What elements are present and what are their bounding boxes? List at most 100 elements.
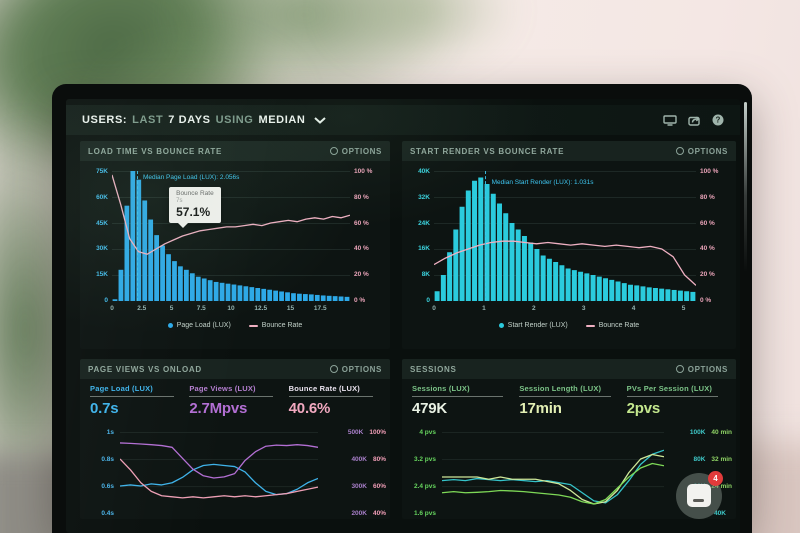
tick-label: 100K (689, 429, 706, 436)
legend-label: Start Render (LUX) (507, 322, 568, 329)
options-button[interactable]: OPTIONS (675, 147, 728, 156)
options-label: OPTIONS (341, 146, 382, 156)
chat-bubble-icon (687, 484, 711, 507)
panel-header: SESSIONS OPTIONS (402, 359, 736, 379)
options-button[interactable]: OPTIONS (329, 364, 382, 374)
tick-label: 0 (104, 296, 108, 304)
tick-label: 40 % (700, 245, 715, 253)
title-segment: 7 DAYS (168, 114, 211, 126)
tick-label: 0 (432, 305, 436, 312)
tick-label: 3.2 pvs (413, 456, 436, 463)
tick-label: 24K (418, 219, 430, 227)
tick-label: 2 (532, 305, 536, 312)
tick-row: 400K 80% (322, 456, 386, 463)
tick-label: 24 min (711, 483, 732, 490)
tick-label: 0.8s (101, 456, 114, 463)
tick-label: 500K (347, 429, 364, 436)
tick-row: 40K (668, 510, 732, 517)
tick-label: 16K (418, 245, 430, 253)
options-button[interactable]: OPTIONS (329, 146, 382, 156)
bezel-reflection (744, 102, 747, 272)
chat-widget-button[interactable]: 4 (676, 471, 723, 519)
legend-label: Bounce Rate (261, 322, 303, 329)
metric-pvs-per-session[interactable]: PVs Per Session (LUX) 2pvs (626, 384, 726, 422)
tick-label: 60 % (700, 219, 715, 227)
metric-page-load[interactable]: Page Load (LUX) 0.7s (90, 384, 181, 422)
legend-item[interactable]: Start Render (LUX) (498, 322, 568, 329)
y-axis-right: 500K 100% 400K 80% 300K 60% (322, 429, 386, 517)
metric-value: 17min (519, 400, 562, 417)
share-icon[interactable] (688, 115, 701, 126)
y-axis-left: 1s 0.8s 0.6s 0.4s (86, 429, 114, 517)
series-line-swatch (585, 324, 595, 327)
tick-row: 500K 100% (322, 429, 386, 436)
tick-label: 30K (96, 245, 108, 253)
metric-label: Page Load (LUX) (90, 384, 154, 393)
options-button[interactable]: OPTIONS (675, 364, 728, 374)
y-axis-left: 75K 60K 45K 30K 15K 0 (84, 168, 108, 304)
tick-label: 3 (581, 305, 586, 312)
gear-icon (675, 365, 684, 373)
load-time-histogram[interactable]: Median Page Load (LUX): 2.056s Bounce Ra… (112, 171, 350, 301)
tick-label: 0 (426, 296, 430, 304)
metrics-row: Page Load (LUX) 0.7s Page Views (LUX) 2.… (80, 379, 390, 422)
metric-label: Page Views (LUX) (189, 384, 256, 393)
tick-label: 32 min (711, 456, 732, 463)
tick-label: 40K (714, 510, 726, 517)
tick-label: 200K (351, 510, 367, 517)
legend-item[interactable]: Page Load (LUX) (167, 322, 231, 329)
tick-label: 40 min (711, 429, 732, 436)
metric-value: 2pvs (626, 400, 661, 417)
metric-value: 479K (412, 400, 448, 417)
metric-label: PVs Per Session (LUX) (626, 384, 713, 393)
timeframe-selector[interactable]: USERS: LAST 7 DAYS USING MEDIAN (82, 114, 327, 126)
start-render-histogram[interactable]: Median Start Render (LUX): 1.031s (434, 171, 696, 301)
metric-underline (412, 396, 504, 397)
metric-label: Bounce Rate (LUX) (288, 384, 360, 393)
help-icon[interactable]: ? (712, 114, 724, 126)
tick-label: 100% (369, 429, 386, 436)
metric-sessions[interactable]: Sessions (LUX) 479K (412, 384, 511, 422)
y-axis-right: 100 % 80 % 60 % 40 % 20 % 0 % (354, 168, 388, 304)
panel-title: LOAD TIME VS BOUNCE RATE (88, 146, 222, 156)
legend-item[interactable]: Bounce Rate (585, 322, 640, 329)
gear-icon (329, 365, 338, 373)
title-segment: LAST (132, 114, 164, 126)
title-segment: USING (215, 114, 254, 126)
median-line (485, 171, 487, 301)
options-label: OPTIONS (341, 364, 382, 374)
series-dot-swatch (167, 323, 173, 328)
mini-chart: 1s 0.8s 0.6s 0.4s 500K (80, 427, 390, 519)
metric-label: Sessions (LUX) (412, 384, 470, 393)
top-bar: USERS: LAST 7 DAYS USING MEDIAN (66, 105, 740, 135)
metric-underline (90, 396, 175, 397)
tick-label: 0 % (700, 296, 712, 304)
chart-body: 40K 32K 24K 16K 8K 0 Median Start Render… (402, 161, 736, 349)
tick-label: 20 % (354, 271, 369, 279)
legend-label: Bounce Rate (598, 322, 640, 329)
tick-label: 10 (227, 305, 235, 312)
display-icon[interactable] (663, 114, 677, 126)
panel-load-time-vs-bounce-rate: LOAD TIME VS BOUNCE RATE OPTIONS 75K 60K… (80, 141, 390, 349)
tick-label: 40% (372, 510, 386, 517)
tick-label: 15K (96, 271, 108, 279)
metric-page-views[interactable]: Page Views (LUX) 2.7Mpvs (189, 384, 280, 422)
legend-item[interactable]: Bounce Rate (248, 322, 303, 329)
tick-label: 100 % (354, 168, 373, 175)
tick-label: 40 % (354, 245, 369, 253)
chevron-down-icon (314, 116, 327, 124)
tooltip: Bounce Rate 7s 57.1% (169, 186, 221, 228)
tick-label: 5 (681, 305, 686, 312)
chart-legend: Page Load (LUX) Bounce Rate (80, 322, 390, 329)
metric-session-length[interactable]: Session Length (LUX) 17min (519, 384, 618, 422)
tooltip-value: 57.1% (176, 204, 211, 219)
panel-title: START RENDER VS BOUNCE RATE (410, 146, 565, 156)
x-axis: 0 1 2 3 4 5 (432, 305, 696, 315)
sessions-chart[interactable] (442, 432, 664, 513)
metric-bounce-rate[interactable]: Bounce Rate (LUX) 40.6% (288, 384, 380, 422)
page-views-onload-chart[interactable] (120, 432, 318, 513)
options-label: OPTIONS (687, 364, 728, 374)
metric-underline (626, 396, 719, 397)
tick-label: 40K (418, 168, 430, 175)
